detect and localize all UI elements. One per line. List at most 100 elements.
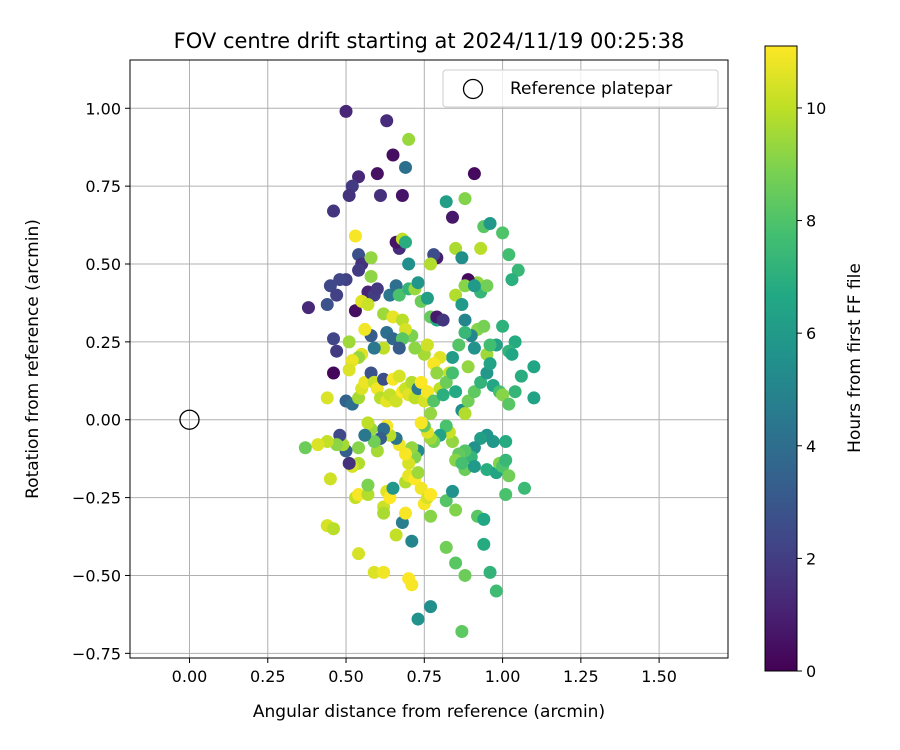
scatter-point [370, 282, 384, 296]
scatter-point [411, 466, 425, 480]
scatter-point [458, 568, 472, 582]
x-tick-label: 0.25 [250, 667, 286, 686]
x-axis-label: Angular distance from reference (arcmin) [253, 702, 605, 722]
scatter-point [527, 391, 541, 405]
scatter-point [333, 273, 347, 287]
y-tick-label: −0.50 [72, 566, 121, 585]
scatter-point [458, 407, 472, 421]
scatter-point [467, 167, 481, 181]
scatter-point [502, 397, 516, 411]
colorbar-tick-label: 10 [806, 99, 826, 118]
scatter-point [489, 584, 503, 598]
scatter-point [455, 297, 469, 311]
colorbar-tick-label: 4 [806, 437, 816, 456]
scatter-point [508, 385, 522, 399]
y-axis-label: Rotation from reference (arcmin) [23, 219, 43, 499]
scatter-point [477, 319, 491, 333]
scatter-point [392, 369, 406, 383]
scatter-point [467, 279, 481, 293]
reference-platepar-point [179, 409, 200, 430]
scatter-point [424, 487, 438, 501]
scatter-point [467, 385, 481, 399]
x-tick-label: 0.00 [172, 667, 208, 686]
scatter-point [311, 438, 325, 452]
scatter-point [392, 341, 406, 355]
scatter-point [455, 625, 469, 639]
scatter-point [339, 104, 353, 118]
scatter-point [377, 565, 391, 579]
colorbar-tick-label: 6 [806, 324, 816, 343]
scatter-point [483, 338, 497, 352]
scatter-point [358, 428, 372, 442]
scatter-point [436, 313, 450, 327]
scatter-point [420, 338, 434, 352]
scatter-point [461, 360, 475, 374]
y-tick-label: 0.00 [85, 411, 121, 430]
scatter-point [430, 366, 444, 380]
scatter-point [323, 279, 337, 293]
scatter-point [389, 394, 403, 408]
x-tick-label: 1.25 [563, 667, 599, 686]
scatter-point [483, 217, 497, 231]
y-tick-label: 0.25 [85, 333, 121, 352]
scatter-point [480, 279, 494, 293]
colorbar-tick-label: 0 [806, 662, 816, 681]
scatter-point [449, 503, 463, 517]
scatter-point [517, 481, 531, 495]
legend-label: Reference platepar [510, 79, 672, 99]
scatter-point [383, 288, 397, 302]
y-tick-label: 0.50 [85, 255, 121, 274]
scatter-point [449, 241, 463, 255]
scatter-point [399, 447, 413, 461]
scatter-point [439, 494, 453, 508]
y-axis-ticks: −0.75 −0.50 −0.25 0.00 0.25 0.50 0.75 1.00 [72, 99, 130, 663]
scatter-point [477, 537, 491, 551]
colorbar-gradient [764, 45, 798, 672]
scatter-point [327, 332, 341, 346]
scatter-point [439, 375, 453, 389]
scatter-point [327, 366, 341, 380]
colorbar-tick-label: 8 [806, 212, 816, 231]
scatter-point [424, 257, 438, 271]
chart-title: FOV centre drift starting at 2024/11/19 … [174, 29, 685, 53]
scatter-point [352, 547, 366, 561]
scatter-point [461, 394, 475, 408]
y-tick-label: −0.25 [72, 489, 121, 508]
scatter-point [367, 435, 381, 449]
scatter-point [467, 341, 481, 355]
reference-marker [179, 409, 200, 430]
scatter-point [327, 522, 341, 536]
scatter-point [502, 248, 516, 262]
scatter-point [399, 235, 413, 249]
scatter-point [508, 335, 522, 349]
plot-frame [129, 59, 729, 659]
colorbar: 0 2 4 6 8 10 Hours from first FF file [764, 45, 865, 681]
scatter-point [380, 114, 394, 128]
scatter-point [301, 301, 315, 315]
scatter-point [514, 369, 528, 383]
x-tick-label: 0.75 [406, 667, 442, 686]
scatter-point [389, 528, 403, 542]
scatter-point [505, 273, 519, 287]
scatter-point [399, 160, 413, 174]
scatter-point [367, 565, 381, 579]
scatter-point [499, 453, 513, 467]
y-tick-label: 1.00 [85, 99, 121, 118]
scatter-point [342, 335, 356, 349]
x-axis-ticks: 0.00 0.25 0.50 0.75 1.00 1.25 1.50 [172, 658, 677, 686]
legend: Reference platepar [442, 69, 719, 108]
scatter-point [458, 192, 472, 206]
scatter-point [370, 167, 384, 181]
scatter-point [411, 612, 425, 626]
scatter-point [342, 363, 356, 377]
scatter-point [330, 344, 344, 358]
scatter-point [445, 484, 459, 498]
x-tick-label: 1.50 [641, 667, 677, 686]
colorbar-label: Hours from first FF file [845, 263, 865, 453]
scatter-point [361, 478, 375, 492]
scatter-point [352, 487, 366, 501]
scatter-point [511, 263, 525, 277]
scatter-point [445, 350, 459, 364]
scatter-point [377, 372, 391, 386]
scatter-point [327, 204, 341, 218]
